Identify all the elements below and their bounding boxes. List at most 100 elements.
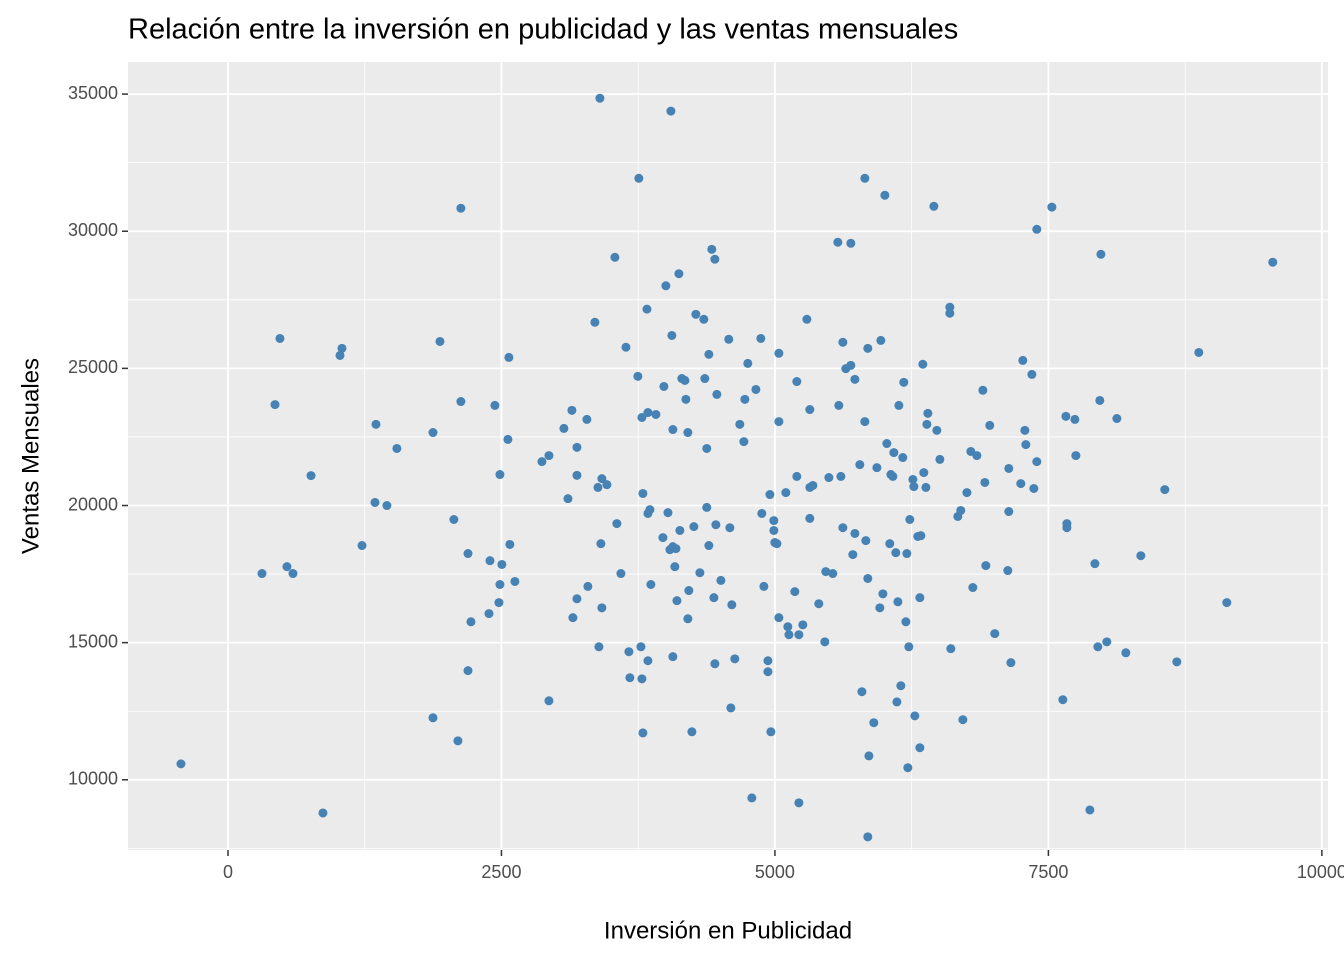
point <box>763 667 773 677</box>
point <box>658 533 668 543</box>
point <box>848 550 858 560</box>
point <box>1172 657 1182 667</box>
point <box>537 457 547 467</box>
point <box>904 642 914 652</box>
point <box>691 309 701 319</box>
point <box>846 238 856 248</box>
point <box>495 470 505 480</box>
point <box>699 314 709 324</box>
point <box>781 488 791 498</box>
point <box>892 697 902 707</box>
point <box>1085 805 1095 815</box>
point <box>702 443 712 453</box>
point <box>544 696 554 706</box>
point <box>567 405 577 415</box>
point <box>792 471 802 481</box>
point <box>968 583 978 593</box>
point <box>766 727 776 737</box>
point <box>681 394 691 404</box>
point <box>716 575 726 585</box>
point <box>958 715 968 725</box>
point <box>707 244 717 254</box>
point <box>485 556 495 566</box>
point <box>769 516 779 526</box>
point <box>751 384 761 394</box>
plot-panel <box>128 62 1328 850</box>
point <box>712 389 722 399</box>
point <box>643 656 653 666</box>
point <box>972 451 982 461</box>
point <box>318 808 328 818</box>
point <box>1102 637 1112 647</box>
point <box>878 589 888 599</box>
point <box>850 374 860 384</box>
x-axis-title: Inversión en Publicidad <box>604 917 852 944</box>
point <box>602 480 612 490</box>
point <box>1112 414 1122 424</box>
point <box>594 642 604 652</box>
point <box>916 531 926 541</box>
point <box>544 451 554 461</box>
point <box>730 654 740 664</box>
point <box>872 463 882 473</box>
point <box>624 647 634 657</box>
point <box>820 637 830 647</box>
point <box>834 400 844 410</box>
point <box>382 501 392 511</box>
point <box>838 337 848 347</box>
point <box>463 549 473 559</box>
y-axis-title: Ventas Mensuales <box>17 358 44 554</box>
point <box>257 569 267 579</box>
point <box>505 539 515 549</box>
point <box>675 525 685 535</box>
point <box>808 480 818 490</box>
point <box>710 254 720 264</box>
point <box>687 727 697 737</box>
point <box>956 505 966 515</box>
point <box>1004 463 1014 473</box>
point <box>861 536 871 546</box>
point <box>684 586 694 596</box>
point <box>759 581 769 591</box>
point <box>572 470 582 480</box>
point <box>735 419 745 429</box>
point <box>850 528 860 538</box>
point <box>463 666 473 676</box>
point <box>337 343 347 353</box>
point <box>666 106 676 116</box>
x-tick-label: 0 <box>223 862 233 882</box>
point <box>572 594 582 604</box>
point <box>896 681 906 691</box>
point <box>1222 598 1232 608</box>
point <box>449 514 459 524</box>
point <box>857 687 867 697</box>
point <box>945 308 955 318</box>
point <box>747 793 757 803</box>
point <box>1093 642 1103 652</box>
point <box>1095 395 1105 405</box>
point <box>860 417 870 427</box>
point <box>583 581 593 591</box>
point <box>593 482 603 492</box>
point <box>899 377 909 387</box>
point <box>495 579 505 589</box>
point <box>702 502 712 512</box>
point <box>659 381 669 391</box>
point <box>1062 523 1072 533</box>
point <box>497 559 507 569</box>
point <box>915 743 925 753</box>
point <box>612 519 622 529</box>
point <box>880 190 890 200</box>
point <box>1004 507 1014 517</box>
point <box>510 576 520 586</box>
point <box>1160 485 1170 495</box>
point <box>683 428 693 438</box>
x-tick-label: 7500 <box>1028 862 1068 882</box>
point <box>798 620 808 630</box>
point <box>621 342 631 352</box>
x-tick-label: 5000 <box>755 862 795 882</box>
point <box>903 763 913 773</box>
point <box>1018 355 1028 365</box>
point <box>1029 484 1039 494</box>
